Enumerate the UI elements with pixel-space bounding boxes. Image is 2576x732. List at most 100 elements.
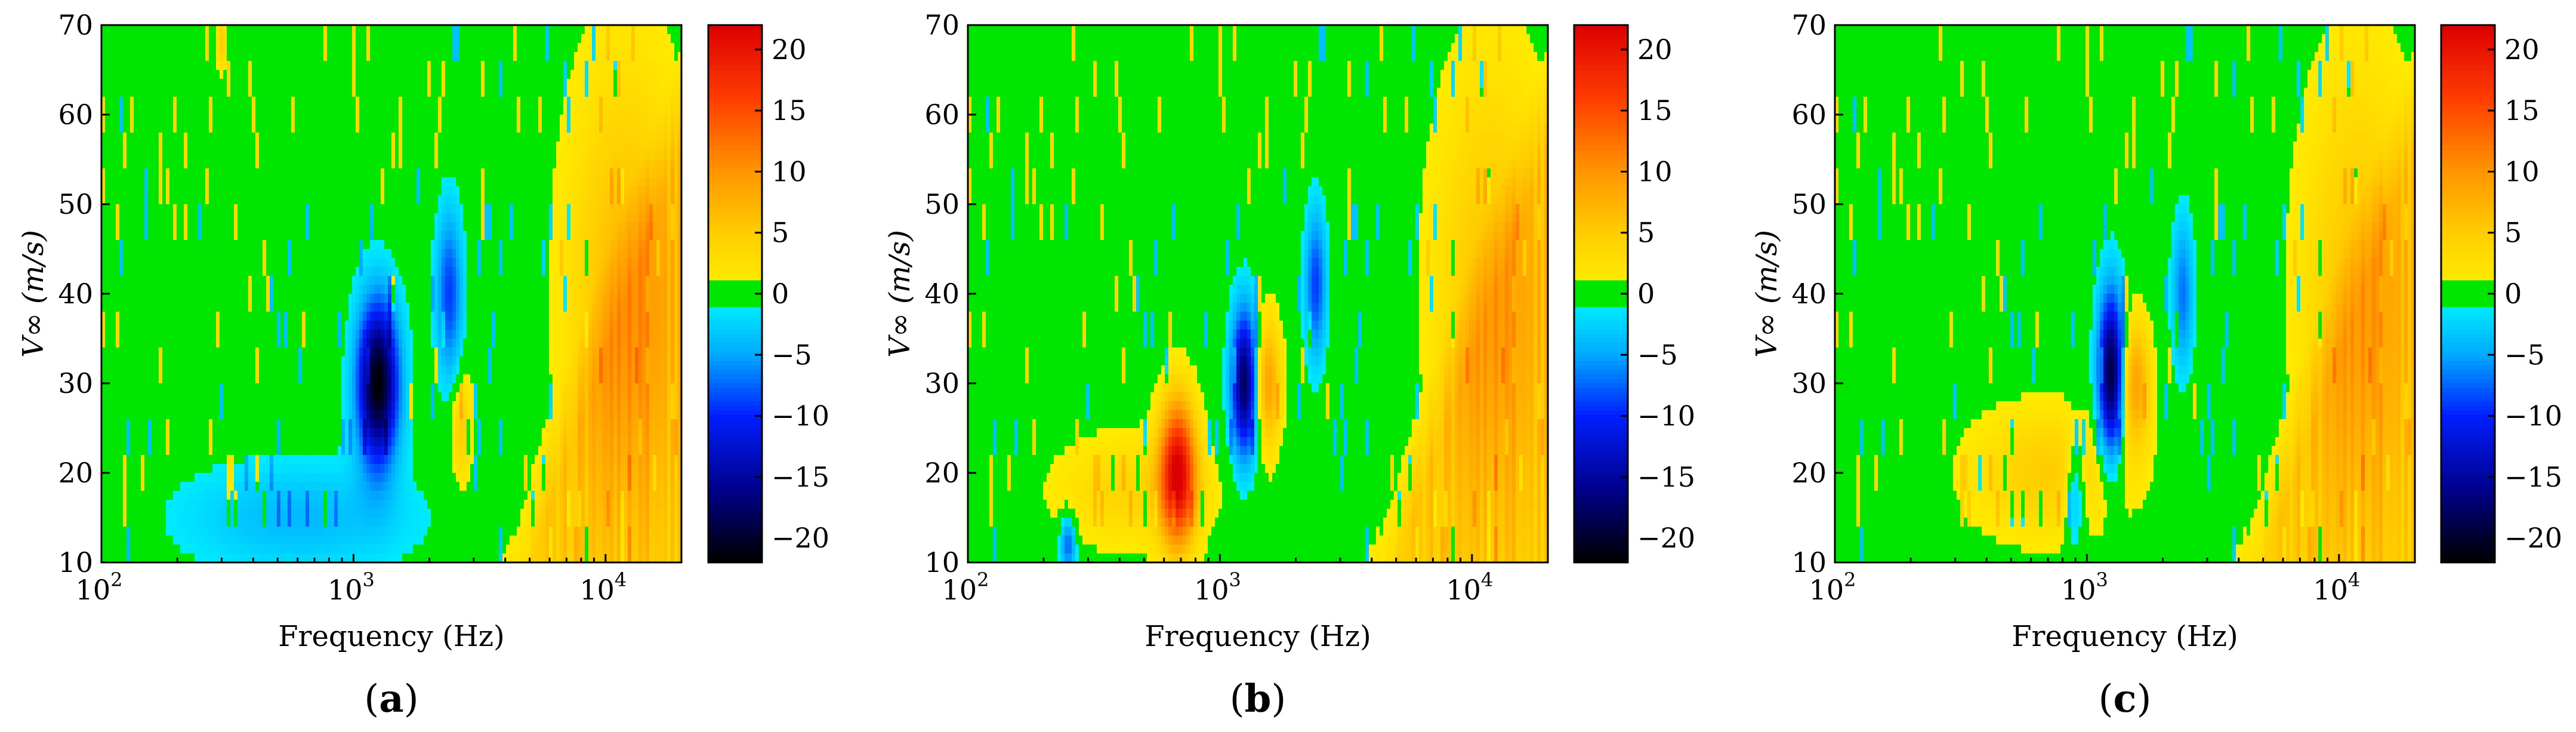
heatmap-cell	[345, 240, 349, 250]
heatmap-cell	[298, 142, 303, 151]
heatmap-cell	[280, 61, 285, 70]
heatmap-cell	[166, 133, 170, 142]
heatmap-cell	[227, 97, 231, 106]
heatmap-cell	[177, 365, 181, 375]
heatmap-cell	[395, 240, 399, 250]
heatmap-cell	[187, 43, 192, 53]
heatmap-cell	[295, 52, 299, 61]
heatmap-cell	[384, 177, 388, 187]
heatmap-cell	[284, 437, 288, 447]
heatmap-cell	[277, 43, 281, 53]
heatmap-cell	[280, 231, 285, 241]
heatmap-cell	[166, 491, 170, 500]
heatmap-cell	[288, 70, 292, 79]
heatmap-cell	[316, 79, 320, 88]
heatmap-cell	[284, 518, 288, 527]
heatmap-cell	[359, 88, 363, 97]
heatmap-cell	[212, 518, 217, 527]
heatmap-cell	[277, 473, 281, 482]
heatmap-cell	[374, 401, 378, 411]
heatmap-cell	[323, 321, 328, 330]
heatmap-cell	[302, 52, 306, 61]
heatmap-cell	[184, 240, 188, 250]
heatmap-cell	[277, 491, 281, 500]
heatmap-cell	[273, 330, 277, 339]
heatmap-cell	[255, 536, 260, 545]
heatmap-cell	[220, 518, 224, 527]
heatmap-cell	[277, 61, 281, 70]
heatmap-cell	[338, 177, 342, 187]
heatmap-cell	[220, 312, 224, 321]
heatmap-cell	[263, 509, 267, 518]
heatmap-cell	[363, 527, 367, 536]
heatmap-cell	[105, 491, 109, 500]
heatmap-cell	[273, 446, 277, 456]
heatmap-cell	[363, 240, 367, 250]
heatmap-cell	[277, 303, 281, 312]
heatmap-cell	[255, 383, 260, 393]
heatmap-cell	[277, 70, 281, 79]
heatmap-cell	[341, 464, 345, 473]
heatmap-cell	[381, 222, 385, 232]
heatmap-cell	[399, 124, 403, 133]
heatmap-cell	[177, 115, 181, 124]
heatmap-cell	[363, 347, 367, 357]
heatmap-cell	[173, 294, 177, 303]
heatmap-cell	[105, 312, 109, 321]
heatmap-cell	[313, 410, 317, 420]
heatmap-cell	[159, 356, 163, 366]
heatmap-cell	[323, 222, 328, 232]
heatmap-cell	[302, 88, 306, 97]
heatmap-cell	[374, 491, 378, 500]
heatmap-cell	[348, 79, 353, 88]
heatmap-cell	[245, 168, 249, 178]
heatmap-cell	[116, 312, 120, 321]
heatmap-cell	[112, 34, 116, 44]
heatmap-cell	[288, 142, 292, 151]
heatmap-cell	[334, 43, 338, 53]
heatmap-cell	[202, 294, 206, 303]
heatmap-cell	[341, 392, 345, 402]
heatmap-cell	[237, 133, 242, 142]
heatmap-cell	[144, 553, 149, 563]
heatmap-cell	[323, 213, 328, 223]
heatmap-cell	[334, 383, 338, 393]
heatmap-cell	[195, 536, 199, 545]
heatmap-cell	[119, 536, 124, 545]
heatmap-cell	[234, 70, 238, 79]
heatmap-cell	[259, 52, 263, 61]
heatmap-cell	[159, 527, 163, 536]
heatmap-cell	[195, 25, 199, 35]
heatmap-cell	[377, 25, 381, 35]
heatmap-cell	[284, 124, 288, 133]
heatmap-cell	[374, 446, 378, 456]
heatmap-cell	[141, 231, 145, 241]
heatmap-cell	[202, 347, 206, 357]
heatmap-cell	[356, 150, 360, 160]
heatmap-cell	[327, 97, 331, 106]
heatmap-cell	[220, 88, 224, 97]
heatmap-cell	[298, 61, 303, 70]
heatmap-cell	[241, 401, 245, 411]
heatmap-cell	[316, 303, 320, 312]
heatmap-cell	[345, 70, 349, 79]
heatmap-cell	[202, 177, 206, 187]
heatmap-cell	[173, 258, 177, 267]
heatmap-cell	[320, 428, 324, 438]
heatmap-cell	[177, 455, 181, 465]
heatmap-cell	[159, 61, 163, 70]
heatmap-cell	[134, 392, 138, 402]
heatmap-cell	[198, 61, 202, 70]
heatmap-cell	[130, 446, 134, 456]
heatmap-cell	[123, 392, 127, 402]
heatmap-cell	[270, 527, 274, 536]
heatmap-cell	[119, 222, 124, 232]
heatmap-cell	[134, 285, 138, 294]
heatmap-cell	[227, 437, 231, 447]
heatmap-cell	[127, 213, 131, 223]
heatmap-cell	[266, 491, 270, 500]
heatmap-cell	[216, 545, 220, 554]
heatmap-cell	[130, 365, 134, 375]
heatmap-cell	[252, 159, 256, 169]
heatmap-cell	[112, 142, 116, 151]
